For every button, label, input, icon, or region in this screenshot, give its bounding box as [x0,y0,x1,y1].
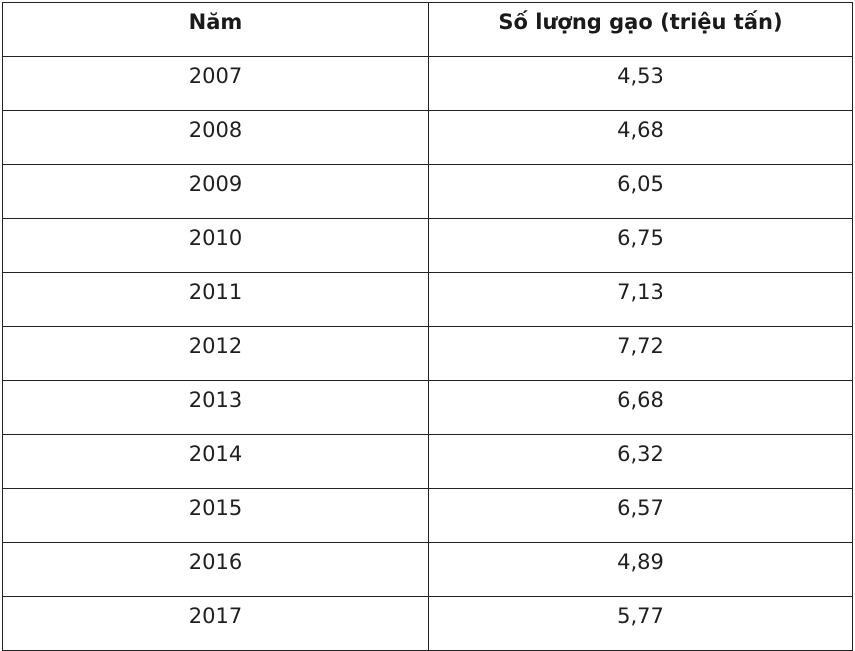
amount-cell: 5,77 [428,596,853,651]
year-cell: 2007 [2,56,429,111]
amount-cell: 7,72 [428,326,853,381]
year-cell: 2016 [2,542,429,597]
year-cell: 2009 [2,164,429,219]
table-row: 2015 6,57 [2,488,853,543]
table-row: 2009 6,05 [2,164,853,219]
year-cell: 2013 [2,380,429,435]
year-cell: 2010 [2,218,429,273]
year-cell: 2011 [2,272,429,327]
table-row: 2007 4,53 [2,56,853,111]
amount-cell: 4,89 [428,542,853,597]
year-cell: 2017 [2,596,429,651]
amount-cell: 6,68 [428,380,853,435]
table-row: 2010 6,75 [2,218,853,273]
amount-cell: 6,75 [428,218,853,273]
amount-cell: 4,53 [428,56,853,111]
table-row: 2008 4,68 [2,110,853,165]
table-row: 2014 6,32 [2,434,853,489]
year-cell: 2012 [2,326,429,381]
amount-cell: 6,57 [428,488,853,543]
table-header-row: Năm Số lượng gạo (triệu tấn) [2,2,853,57]
year-cell: 2015 [2,488,429,543]
table-row: 2017 5,77 [2,596,853,651]
table-row: 2016 4,89 [2,542,853,597]
header-year: Năm [2,2,429,57]
table-row: 2012 7,72 [2,326,853,381]
amount-cell: 7,13 [428,272,853,327]
table-row: 2011 7,13 [2,272,853,327]
amount-cell: 4,68 [428,110,853,165]
year-cell: 2008 [2,110,429,165]
table-row: 2013 6,68 [2,380,853,435]
header-rice-amount: Số lượng gạo (triệu tấn) [428,2,853,57]
amount-cell: 6,32 [428,434,853,489]
amount-cell: 6,05 [428,164,853,219]
year-cell: 2014 [2,434,429,489]
